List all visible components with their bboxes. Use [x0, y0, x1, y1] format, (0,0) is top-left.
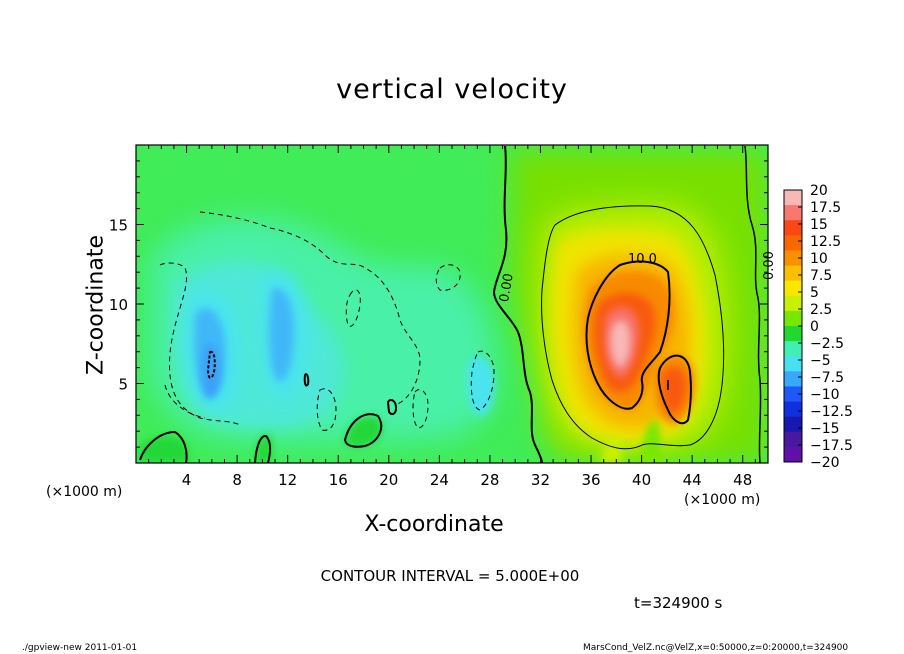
x-tick-label: 24: [430, 471, 449, 489]
x-tick-label: 48: [733, 471, 752, 489]
colorbar-swatch: [784, 295, 802, 312]
ten-contour-2: [657, 354, 692, 425]
contour-labels: 0.00 10.0 0.00: [497, 251, 777, 303]
x-tick-label: 32: [531, 471, 550, 489]
colorbar-swatch: [784, 356, 802, 372]
colorbar-tick-label: 0: [810, 319, 819, 335]
colorbar-swatch: [784, 250, 802, 267]
contour-label-right: 0.00: [762, 251, 777, 280]
colorbar-swatch: [784, 431, 802, 448]
colorbar-tick-label: 15: [810, 217, 828, 233]
x-tick-label: 16: [329, 471, 348, 489]
colorbar-swatch: [784, 280, 802, 297]
colorbar-swatch: [784, 190, 802, 206]
colorbar-swatch: [784, 205, 802, 221]
colorbar-swatch: [784, 220, 802, 236]
colorbar-swatch: [784, 386, 802, 403]
colorbar-tick-label: 12.5: [810, 234, 841, 250]
colorbar: [783, 189, 803, 463]
x-tick-label: 36: [581, 471, 600, 489]
x-tick-label: 28: [480, 471, 499, 489]
colorbar-tick-label: 20: [810, 183, 828, 199]
contour-label-left: 0.00: [497, 272, 517, 303]
colorbar-swatch: [784, 326, 802, 342]
contour-interval-text: CONTOUR INTERVAL = 5.000E+00: [320, 567, 580, 585]
colorbar-tick-label: −10: [810, 387, 840, 403]
x-axis-ticks: 4 8 12 16 20 24 28 32 36 40 44 48: [148, 145, 756, 489]
velocity-field: [136, 145, 768, 463]
zero-contour: [492, 145, 543, 463]
zero-contour-right: [744, 145, 762, 463]
colorbar-ticks: 2017.51512.5107.552.50−2.5−5−7.5−10−12.5…: [798, 183, 853, 471]
colorbar-tick-label: −7.5: [810, 370, 844, 386]
ten-contour: [585, 260, 671, 410]
y-tick-label: 10: [109, 296, 128, 314]
colorbar-swatch: [784, 235, 802, 251]
y-tick-label: 15: [109, 217, 128, 235]
colorbar-tick-label: −12.5: [810, 404, 853, 420]
y-axis-label: Z-coordinate: [83, 235, 109, 375]
x-tick-label: 20: [379, 471, 398, 489]
colorbar-tick-label: 17.5: [810, 200, 841, 216]
x-unit-label-left: (×1000 m): [46, 484, 123, 500]
y-tick-label: 5: [118, 376, 128, 394]
colorbar-tick-label: −20: [810, 455, 840, 471]
colorbar-tick-label: 5: [810, 285, 819, 301]
colorbar-swatch: [784, 341, 802, 357]
x-tick-label: 40: [632, 471, 651, 489]
footer-left: ./gpview-new 2011-01-01: [22, 643, 138, 653]
footer-right: MarsCond_VelZ.nc@VelZ,x=0:50000,z=0:2000…: [583, 643, 849, 653]
colorbar-tick-label: 2.5: [810, 302, 832, 318]
contour-label-ten: 10.0: [628, 252, 657, 267]
colorbar-tick-label: −15: [810, 421, 840, 437]
x-tick-label: 8: [232, 471, 242, 489]
colorbar-tick-label: −17.5: [810, 438, 853, 454]
x-tick-label: 44: [683, 471, 702, 489]
colorbar-swatch: [784, 416, 802, 433]
colorbar-swatch: [784, 265, 802, 282]
colorbar-swatch: [784, 401, 802, 418]
colorbar-tick-label: 10: [810, 251, 828, 267]
y-axis-ticks: 5 10 15: [109, 160, 768, 448]
x-axis-label: X-coordinate: [364, 512, 504, 537]
colorbar-swatch: [784, 446, 802, 463]
chart-title: vertical velocity: [336, 74, 568, 105]
time-label: t=324900 s: [634, 594, 723, 612]
colorbar-tick-label: −2.5: [810, 336, 844, 352]
contour-lines: [139, 145, 762, 463]
colorbar-tick-label: 7.5: [810, 268, 832, 284]
colorbar-swatch: [784, 371, 802, 387]
colorbar-swatch: [784, 310, 802, 327]
x-tick-label: 12: [278, 471, 297, 489]
colorbar-tick-label: −5: [810, 353, 831, 369]
five-contour: [541, 205, 725, 450]
x-unit-label-right: (×1000 m): [684, 492, 761, 508]
x-tick-label: 4: [182, 471, 192, 489]
